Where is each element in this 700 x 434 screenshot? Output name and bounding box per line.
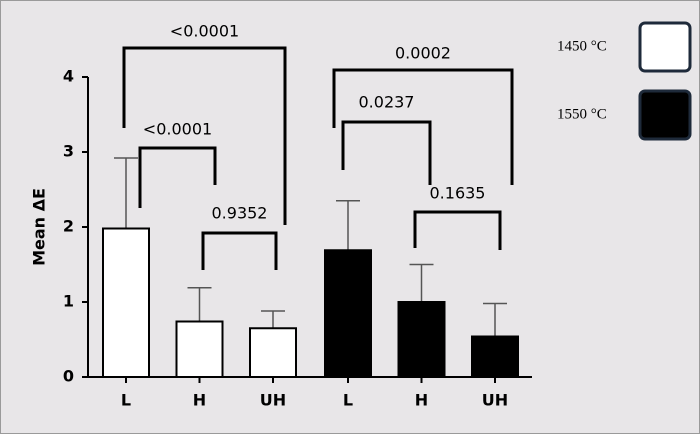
x-tick-label: UH bbox=[260, 391, 286, 410]
bar bbox=[249, 327, 297, 378]
p-value: 0.9352 bbox=[212, 204, 268, 223]
y-tick-label: 1 bbox=[63, 292, 74, 311]
y-tick-label: 0 bbox=[63, 367, 74, 386]
significance-bracket bbox=[413, 210, 502, 250]
y-tick-label: 4 bbox=[63, 67, 74, 86]
p-value: 0.1635 bbox=[430, 184, 486, 203]
x-tick-label: UH bbox=[482, 391, 508, 410]
x-tick-label: H bbox=[415, 391, 428, 410]
x-tick-label: H bbox=[193, 391, 206, 410]
y-axis-label: Mean ΔE bbox=[30, 188, 49, 266]
y-tick-label: 3 bbox=[63, 142, 74, 161]
bar bbox=[102, 227, 150, 378]
legend-label: 1550 °C bbox=[557, 106, 607, 122]
significance-bracket bbox=[138, 146, 217, 208]
legend-swatch bbox=[638, 21, 692, 73]
p-value: 0.0237 bbox=[359, 93, 415, 112]
legend-swatch bbox=[638, 89, 692, 141]
bar bbox=[471, 335, 519, 378]
p-value: 0.0002 bbox=[395, 44, 451, 63]
significance-bracket bbox=[332, 68, 514, 185]
bar bbox=[324, 249, 372, 378]
x-tick-label: L bbox=[121, 391, 131, 410]
p-value: <0.0001 bbox=[170, 22, 239, 41]
legend-label: 1450 °C bbox=[557, 38, 607, 54]
bar bbox=[397, 301, 446, 378]
significance-bracket bbox=[341, 120, 432, 185]
x-tick-label: L bbox=[343, 391, 353, 410]
p-value: <0.0001 bbox=[143, 120, 212, 139]
y-tick-label: 2 bbox=[63, 217, 74, 236]
bar bbox=[175, 320, 224, 378]
significance-bracket bbox=[122, 46, 287, 225]
significance-bracket bbox=[201, 231, 278, 270]
